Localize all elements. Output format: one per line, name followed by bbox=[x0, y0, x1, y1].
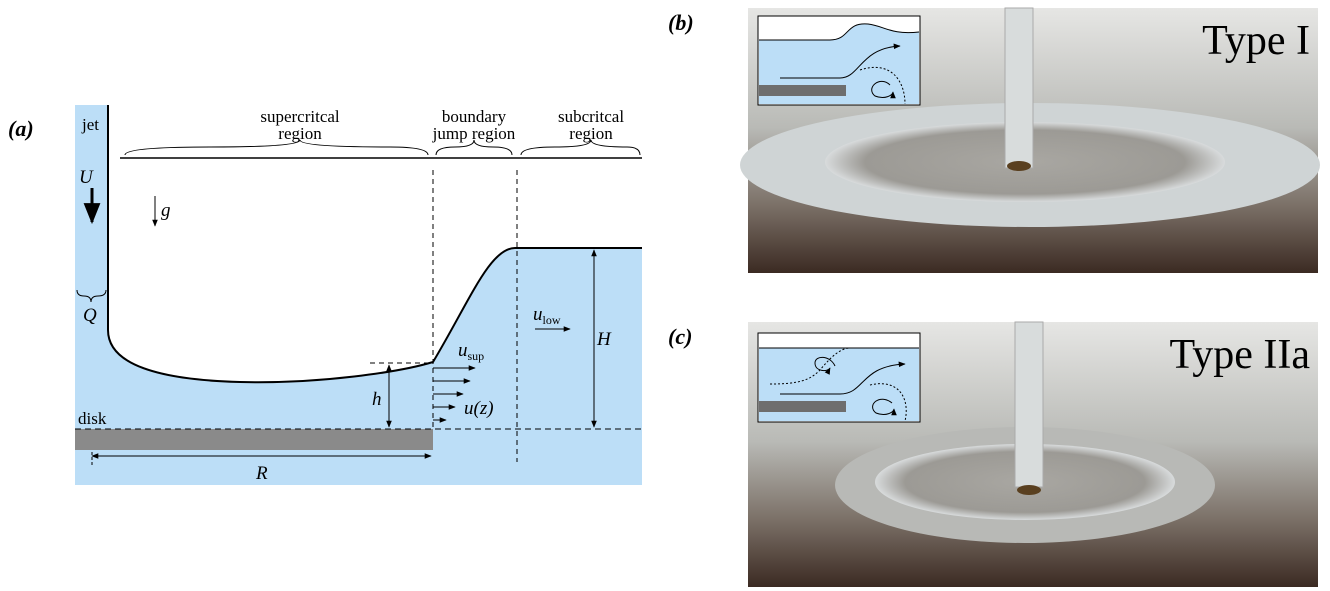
gravity-label: g bbox=[161, 200, 171, 221]
symbol: u bbox=[533, 304, 543, 325]
panel-label: (a) bbox=[8, 116, 34, 141]
type-title: Type I bbox=[1202, 18, 1310, 64]
velocity-label: U bbox=[79, 167, 94, 188]
h-label: h bbox=[372, 389, 382, 410]
subscript: sup bbox=[468, 349, 485, 363]
panel-label: (b) bbox=[668, 10, 694, 35]
impact bbox=[1017, 485, 1041, 495]
inset bbox=[758, 16, 920, 105]
H-label: H bbox=[596, 329, 612, 350]
type-title: Type IIa bbox=[1170, 332, 1311, 378]
region-label: jump region bbox=[432, 124, 516, 143]
R-label: R bbox=[255, 463, 268, 484]
panel-a: (a) supercritcal region boundary jump re… bbox=[8, 105, 642, 485]
u-z-label: u(z) bbox=[464, 398, 494, 419]
jet-label: jet bbox=[81, 115, 99, 134]
panel-b: (b) Type I bbox=[668, 8, 1320, 273]
subscript: low bbox=[543, 313, 561, 327]
figure: (a) supercritcal region boundary jump re… bbox=[0, 0, 1330, 591]
panel-c: (c) Type IIa bbox=[668, 322, 1318, 587]
inset bbox=[758, 333, 920, 422]
disk bbox=[75, 429, 433, 450]
region-label: region bbox=[569, 124, 613, 143]
jet bbox=[1005, 8, 1033, 168]
flow-label: Q bbox=[83, 305, 97, 326]
panel-label: (c) bbox=[668, 324, 692, 349]
region-label: region bbox=[278, 124, 322, 143]
jet bbox=[1015, 322, 1043, 487]
symbol: u bbox=[458, 340, 468, 361]
disk-label: disk bbox=[78, 409, 107, 428]
impact bbox=[1007, 161, 1031, 171]
